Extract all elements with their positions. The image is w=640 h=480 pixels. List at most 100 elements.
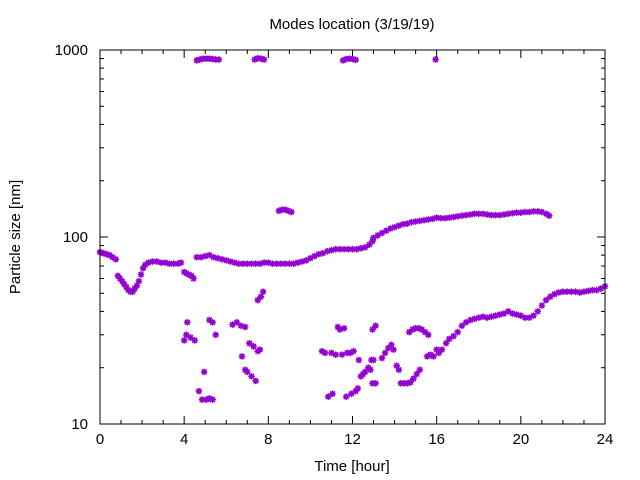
data-point (413, 370, 421, 378)
data-point (340, 324, 348, 332)
data-point (329, 390, 336, 398)
data-point (239, 260, 247, 268)
data-point (542, 296, 550, 304)
data-point (323, 247, 331, 255)
data-point (357, 244, 365, 252)
data-point (190, 275, 198, 282)
data-point (231, 259, 239, 267)
data-point (342, 393, 350, 401)
data-point (530, 207, 537, 215)
data-point (479, 313, 487, 321)
x-tick-label: 20 (512, 431, 529, 448)
data-point (353, 245, 361, 253)
data-point (212, 331, 220, 339)
data-point (201, 252, 209, 260)
data-point (450, 332, 457, 340)
x-tick-label: 24 (597, 431, 614, 448)
data-point (430, 352, 437, 360)
data-point (210, 253, 218, 261)
data-point (458, 322, 466, 330)
y-tick-label: 100 (63, 229, 88, 246)
data-point (135, 277, 143, 285)
data-point (256, 346, 264, 354)
data-point (546, 293, 554, 301)
data-point (370, 356, 377, 364)
x-tick-label: 16 (428, 431, 445, 448)
data-point (372, 379, 380, 387)
data-point (545, 212, 553, 220)
data-point (250, 342, 258, 350)
data-point (410, 375, 417, 383)
data-point (395, 222, 403, 230)
data-point (324, 393, 332, 401)
data-point (332, 351, 340, 359)
data-point (328, 246, 335, 254)
data-point (374, 231, 382, 239)
axis-ticks (99, 49, 606, 425)
data-point (209, 318, 217, 326)
x-tick-label: 0 (96, 431, 104, 448)
data-point (233, 318, 241, 326)
data-point (205, 251, 213, 259)
data-point (238, 352, 246, 360)
data-point (215, 56, 223, 63)
data-point (245, 339, 253, 347)
data-point (139, 264, 147, 272)
data-point (530, 312, 537, 320)
data-point (496, 311, 504, 318)
data-point (372, 322, 380, 330)
data-point (416, 366, 424, 374)
x-tick-label: 8 (264, 431, 272, 448)
data-point (454, 328, 462, 336)
chart-title: Modes location (3/19/19) (269, 16, 434, 33)
data-point (432, 56, 440, 63)
data-point (248, 372, 255, 380)
data-point (390, 346, 397, 354)
data-point (191, 336, 199, 344)
data-point (381, 349, 389, 357)
data-point (311, 252, 319, 260)
data-point (347, 390, 355, 398)
data-point (243, 368, 251, 376)
data-point (504, 307, 512, 315)
data-point (183, 318, 191, 326)
data-point (424, 331, 432, 339)
data-point (195, 387, 203, 395)
data-point (538, 302, 546, 309)
data-point (144, 259, 152, 267)
data-point (350, 347, 358, 355)
data-point (209, 396, 217, 404)
data-point (483, 314, 491, 322)
data-point (338, 351, 346, 359)
x-tick-label: 12 (344, 431, 361, 448)
data-point (294, 259, 302, 267)
data-point (133, 282, 141, 290)
data-point (354, 384, 362, 392)
data-point (200, 368, 208, 376)
y-axis-label: Particle size [nm] (7, 180, 24, 294)
data-point (165, 260, 173, 268)
data-point (315, 250, 323, 258)
data-point (177, 259, 185, 267)
data-point (257, 293, 265, 301)
data-point (361, 243, 369, 251)
data-point (438, 346, 446, 354)
data-point (137, 271, 145, 278)
data-point (517, 312, 525, 320)
data-point (418, 326, 426, 333)
data-point (290, 260, 298, 268)
x-axis-label: Time [hour] (314, 458, 389, 475)
data-point (112, 255, 120, 263)
data-point (580, 288, 588, 296)
data-point (445, 335, 453, 343)
data-point (321, 349, 329, 357)
data-point (378, 354, 386, 362)
y-tick-label: 10 (71, 416, 88, 433)
data-point (355, 356, 363, 364)
data-point (534, 307, 542, 315)
data-point (259, 288, 267, 296)
data-point (222, 256, 230, 264)
data-point (509, 310, 516, 317)
data-point (180, 336, 188, 344)
